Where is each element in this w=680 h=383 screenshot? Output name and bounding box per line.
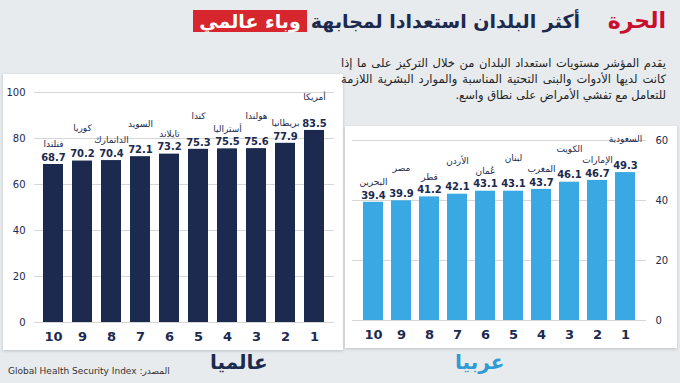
svg-text:80: 80 (13, 133, 26, 144)
svg-text:أستراليا: أستراليا (213, 123, 241, 134)
svg-text:40: 40 (13, 225, 26, 236)
svg-text:46.7: 46.7 (585, 168, 610, 179)
svg-text:قطر: قطر (420, 172, 438, 182)
svg-text:6: 6 (165, 329, 174, 344)
svg-text:46.1: 46.1 (557, 169, 582, 180)
svg-text:8: 8 (107, 329, 116, 344)
svg-text:هولندا: هولندا (245, 111, 267, 121)
svg-text:3: 3 (565, 327, 574, 342)
svg-text:70.4: 70.4 (99, 148, 124, 159)
svg-text:60: 60 (656, 135, 669, 146)
svg-text:فنلندا: فنلندا (44, 139, 64, 149)
svg-text:المغرب: المغرب (527, 164, 555, 174)
svg-text:0: 0 (656, 315, 662, 326)
svg-text:3: 3 (252, 329, 261, 344)
svg-text:41.2: 41.2 (417, 184, 442, 195)
svg-text:43.1: 43.1 (473, 178, 498, 189)
svg-text:0: 0 (19, 317, 25, 328)
svg-text:8: 8 (425, 327, 434, 342)
svg-text:الكويت: الكويت (556, 144, 582, 154)
svg-text:بريطانيا: بريطانيا (271, 118, 299, 128)
svg-text:49.3: 49.3 (613, 160, 638, 171)
svg-text:6: 6 (481, 327, 490, 342)
svg-text:أمريكا: أمريكا (303, 91, 326, 102)
svg-text:1: 1 (621, 327, 630, 342)
html-text:أكثر البلدان استعدادا لمجابهة: أكثر البلدان استعدادا لمجابهة (310, 10, 580, 32)
svg-text:43.1: 43.1 (501, 178, 526, 189)
html-text:المصدر: Global Health Security: المصدر: Global Health Security Index (8, 366, 170, 376)
html-text:يقدم المؤشر مستويات استعداد ال: يقدم المؤشر مستويات استعداد البلدان من خ… (341, 56, 666, 102)
svg-text:20: 20 (656, 255, 669, 266)
svg-text:2: 2 (593, 327, 602, 342)
svg-text:39.9: 39.9 (389, 188, 414, 199)
svg-text:39.4: 39.4 (361, 190, 386, 201)
svg-text:كندا: كندا (191, 111, 206, 121)
svg-text:لبنان: لبنان (505, 153, 523, 163)
svg-text:الإمارات: الإمارات (582, 155, 613, 166)
html-text:وباء عالمي: وباء عالمي (199, 10, 301, 32)
svg-text:75.6: 75.6 (244, 136, 269, 147)
svg-text:73.2: 73.2 (157, 141, 182, 152)
svg-text:5: 5 (194, 329, 203, 344)
svg-text:72.1: 72.1 (128, 144, 153, 155)
svg-text:7: 7 (453, 327, 462, 342)
html-text:الحرة: الحرة (607, 8, 666, 33)
svg-text:2: 2 (281, 329, 290, 344)
svg-text:68.7: 68.7 (41, 152, 66, 163)
svg-text:42.1: 42.1 (445, 181, 470, 192)
svg-text:9: 9 (397, 327, 406, 342)
svg-text:83.5: 83.5 (302, 118, 327, 129)
svg-text:تايلاند: تايلاند (159, 129, 180, 139)
svg-text:مصر: مصر (392, 163, 411, 173)
svg-text:75.5: 75.5 (215, 136, 240, 147)
svg-text:77.9: 77.9 (273, 131, 298, 142)
svg-text:9: 9 (78, 329, 87, 344)
svg-text:20: 20 (13, 271, 26, 282)
html-text:عالميا: عالميا (210, 350, 268, 374)
svg-text:الأردن: الأردن (446, 155, 469, 166)
svg-text:البحرين: البحرين (359, 177, 387, 187)
svg-text:40: 40 (656, 195, 669, 206)
svg-text:4: 4 (537, 327, 546, 342)
svg-text:10: 10 (364, 327, 382, 342)
svg-text:السويد: السويد (128, 119, 153, 129)
html-text:عربيا: عربيا (455, 350, 505, 374)
svg-text:10: 10 (44, 329, 62, 344)
svg-text:70.2: 70.2 (70, 148, 95, 159)
svg-text:الدانمارك: الدانمارك (94, 135, 129, 145)
svg-text:5: 5 (509, 327, 518, 342)
svg-text:كوريا: كوريا (73, 123, 92, 133)
svg-text:60: 60 (13, 179, 26, 190)
svg-text:عُمان: عُمان (476, 166, 496, 176)
svg-text:100: 100 (6, 87, 25, 98)
svg-text:1: 1 (310, 329, 319, 344)
svg-text:السعودية: السعودية (609, 134, 643, 144)
svg-text:4: 4 (223, 329, 232, 344)
svg-text:75.3: 75.3 (186, 137, 211, 148)
svg-text:7: 7 (136, 329, 145, 344)
svg-text:43.7: 43.7 (529, 177, 554, 188)
